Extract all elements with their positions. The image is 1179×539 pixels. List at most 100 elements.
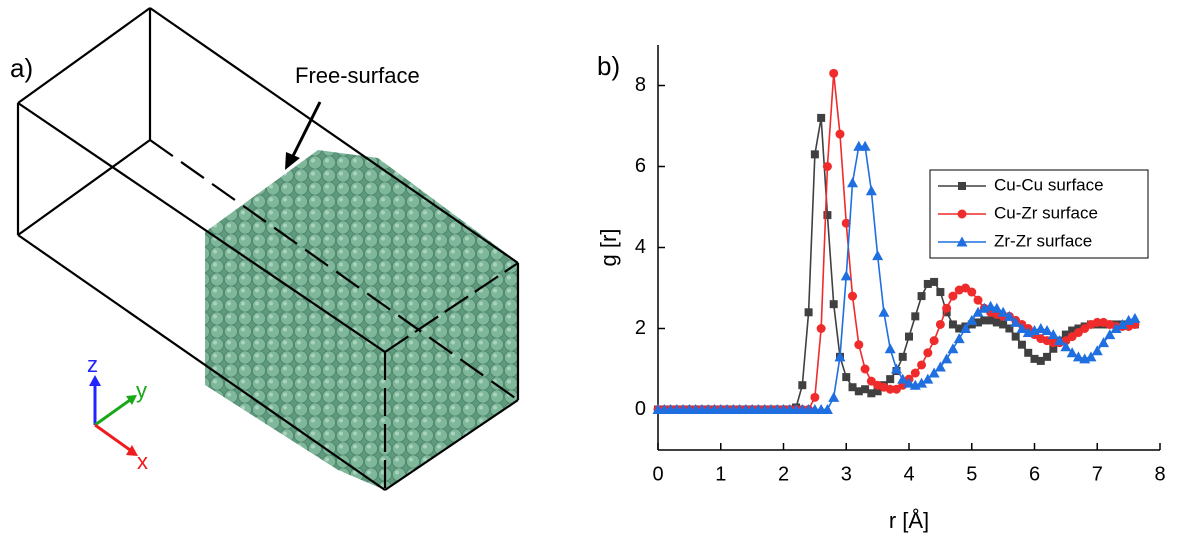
marker	[1003, 310, 1015, 321]
x-tick-label: 5	[966, 463, 977, 485]
marker	[854, 387, 863, 396]
box-edge	[17, 139, 151, 236]
y-tick-label: 0	[635, 398, 646, 420]
marker	[930, 277, 939, 286]
marker	[1092, 317, 1102, 327]
marker	[953, 333, 965, 344]
box-edge	[149, 7, 519, 264]
marker	[872, 250, 884, 261]
marker	[1016, 323, 1028, 333]
marker	[1098, 337, 1110, 348]
marker	[934, 361, 946, 372]
marker	[973, 295, 983, 305]
marker	[897, 373, 909, 384]
x-axis-label: r [Å]	[889, 508, 929, 533]
marker	[842, 373, 851, 382]
marker	[1110, 323, 1122, 333]
marker	[1011, 332, 1020, 341]
marker	[992, 318, 1001, 327]
marker	[986, 316, 995, 325]
marker	[810, 150, 819, 159]
marker	[861, 385, 870, 394]
marker	[1036, 356, 1045, 365]
marker	[1116, 318, 1128, 329]
x-tick-label: 3	[841, 463, 852, 485]
marker	[822, 162, 832, 171]
axis-y	[94, 398, 131, 427]
marker	[798, 381, 807, 390]
box-edge	[17, 7, 151, 104]
legend-label: Zr-Zr surface	[994, 231, 1092, 250]
marker	[878, 306, 890, 317]
marker	[886, 375, 895, 384]
marker	[955, 324, 964, 333]
marker	[917, 360, 927, 370]
x-tick-label: 4	[903, 463, 914, 485]
axis-label-y: y	[136, 378, 147, 403]
x-tick-label: 8	[1154, 463, 1165, 485]
marker	[1049, 344, 1058, 353]
marker	[974, 318, 983, 327]
marker	[972, 306, 984, 317]
marker	[928, 367, 940, 378]
marker	[942, 303, 952, 313]
marker	[935, 319, 945, 329]
marker	[929, 336, 939, 346]
marker	[884, 343, 896, 354]
marker	[905, 332, 913, 341]
marker	[859, 140, 871, 151]
annotation: Free-surface	[295, 63, 420, 88]
marker	[848, 383, 857, 392]
marker	[1035, 323, 1047, 333]
legend-label: Cu-Zr surface	[994, 203, 1098, 222]
x-tick-label: 2	[778, 463, 789, 485]
marker	[985, 300, 997, 311]
box-edge	[384, 262, 519, 353]
marker	[941, 353, 953, 364]
box-edge	[17, 102, 386, 353]
marker	[860, 364, 870, 374]
marker	[917, 292, 926, 301]
marker	[1017, 340, 1026, 349]
marker	[865, 185, 877, 196]
legend-marker	[956, 236, 968, 247]
marker	[1060, 341, 1072, 352]
marker	[997, 306, 1009, 317]
marker	[959, 323, 971, 333]
marker	[967, 287, 977, 297]
marker	[1054, 335, 1066, 346]
marker	[1085, 351, 1097, 362]
marker	[923, 279, 932, 288]
marker	[1047, 329, 1059, 340]
arrow-head	[126, 395, 137, 405]
marker	[948, 320, 957, 329]
marker	[885, 384, 895, 394]
marker	[1010, 316, 1022, 327]
marker	[867, 389, 876, 398]
marker	[903, 377, 915, 388]
marker	[1066, 347, 1078, 358]
marker	[898, 352, 907, 361]
axis-label-x: x	[137, 449, 148, 474]
marker	[1068, 326, 1077, 335]
marker	[999, 320, 1008, 329]
panel-label: a)	[10, 53, 33, 83]
marker	[1104, 329, 1116, 340]
x-tick-label: 0	[652, 463, 663, 485]
legend-marker	[958, 182, 966, 190]
marker	[1043, 352, 1052, 361]
marker	[821, 404, 833, 414]
marker	[1129, 312, 1141, 323]
y-axis-label: g [r]	[596, 229, 621, 267]
marker	[1091, 345, 1103, 356]
annotation-arrow	[290, 101, 322, 159]
marker	[834, 351, 846, 362]
marker	[810, 392, 820, 402]
marker	[828, 391, 840, 402]
marker	[890, 363, 902, 374]
axis-x	[94, 423, 131, 452]
marker	[916, 377, 928, 388]
marker	[1005, 324, 1014, 333]
marker	[816, 324, 826, 333]
marker	[948, 291, 958, 301]
